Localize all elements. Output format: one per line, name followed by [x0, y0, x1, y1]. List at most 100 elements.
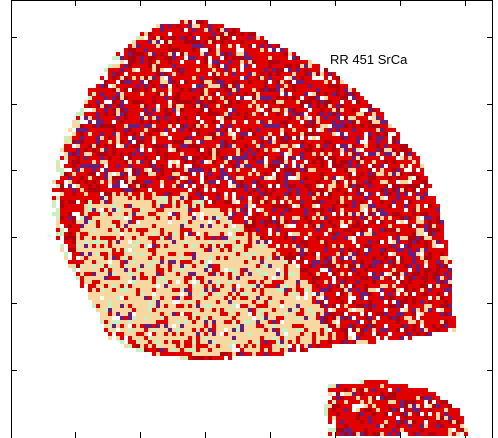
pixel: [404, 228, 408, 232]
pixel: [220, 200, 224, 204]
pixel: [356, 124, 360, 128]
pixel: [140, 80, 144, 84]
pixel: [256, 184, 260, 188]
pixel: [224, 36, 228, 40]
pixel: [380, 280, 384, 284]
pixel: [72, 228, 76, 232]
pixel: [220, 180, 224, 184]
pixel: [368, 124, 372, 128]
pixel: [168, 120, 172, 124]
pixel: [200, 220, 204, 224]
pixel: [88, 128, 92, 132]
pixel: [256, 268, 260, 272]
pixel: [300, 60, 304, 64]
pixel: [224, 228, 228, 232]
pixel: [196, 40, 200, 44]
pixel: [240, 196, 244, 200]
pixel: [168, 180, 172, 184]
pixel: [168, 268, 172, 272]
pixel: [220, 252, 224, 256]
pixel: [316, 152, 320, 156]
pixel: [88, 100, 92, 104]
pixel: [92, 112, 96, 116]
pixel: [316, 72, 320, 76]
pixel: [144, 40, 148, 44]
pixel: [112, 232, 116, 236]
pixel: [280, 52, 284, 56]
pixel: [148, 212, 152, 216]
pixel: [336, 232, 340, 236]
pixel: [144, 144, 148, 148]
pixel: [188, 260, 192, 264]
pixel: [320, 144, 324, 148]
pixel: [392, 136, 396, 140]
pixel: [108, 208, 112, 212]
pixel: [140, 216, 144, 220]
pixel: [144, 216, 148, 220]
pixel: [124, 164, 128, 168]
pixel: [396, 212, 400, 216]
pixel: [364, 168, 368, 172]
pixel: [292, 132, 296, 136]
pixel: [292, 248, 296, 252]
pixel: [68, 224, 72, 228]
pixel: [184, 192, 188, 196]
pixel: [268, 160, 272, 164]
pixel: [368, 204, 372, 208]
pixel: [216, 236, 220, 240]
pixel: [220, 288, 224, 292]
pixel: [104, 176, 108, 180]
pixel: [252, 288, 256, 292]
pixel: [340, 128, 344, 132]
pixel: [292, 272, 296, 276]
pixel: [60, 148, 64, 152]
pixel: [292, 128, 296, 132]
pixel: [116, 240, 120, 244]
pixel: [320, 256, 324, 260]
pixel: [296, 224, 300, 228]
pixel: [308, 272, 312, 276]
pixel: [348, 168, 352, 172]
pixel: [148, 132, 152, 136]
pixel: [260, 56, 264, 60]
pixel: [172, 240, 176, 244]
pixel: [148, 112, 152, 116]
pixel: [116, 220, 120, 224]
pixel: [408, 284, 412, 288]
pixel: [164, 280, 168, 284]
pixel: [368, 268, 372, 272]
pixel: [252, 36, 256, 40]
pixel: [128, 276, 132, 280]
pixel: [212, 260, 216, 264]
pixel: [120, 64, 124, 68]
pixel: [128, 48, 132, 52]
pixel: [256, 272, 260, 276]
pixel: [128, 164, 132, 168]
pixel: [360, 156, 364, 160]
pixel: [212, 104, 216, 108]
pixel: [352, 132, 356, 136]
pixel: [400, 208, 404, 212]
pixel: [332, 132, 336, 136]
pixel: [300, 160, 304, 164]
pixel: [332, 268, 336, 272]
pixel: [388, 196, 392, 200]
pixel: [420, 208, 424, 212]
pixel: [160, 220, 164, 224]
pixel: [368, 288, 372, 292]
pixel: [180, 196, 184, 200]
pixel: [228, 84, 232, 88]
pixel: [300, 88, 304, 92]
pixel: [404, 236, 408, 240]
pixel: [172, 212, 176, 216]
pixel: [380, 248, 384, 252]
pixel: [128, 200, 132, 204]
pixel: [220, 128, 224, 132]
pixel: [228, 192, 232, 196]
pixel: [236, 56, 240, 60]
pixel: [128, 176, 132, 180]
pixel: [120, 92, 124, 96]
pixel: [224, 48, 228, 52]
pixel: [292, 92, 296, 96]
pixel: [392, 240, 396, 244]
